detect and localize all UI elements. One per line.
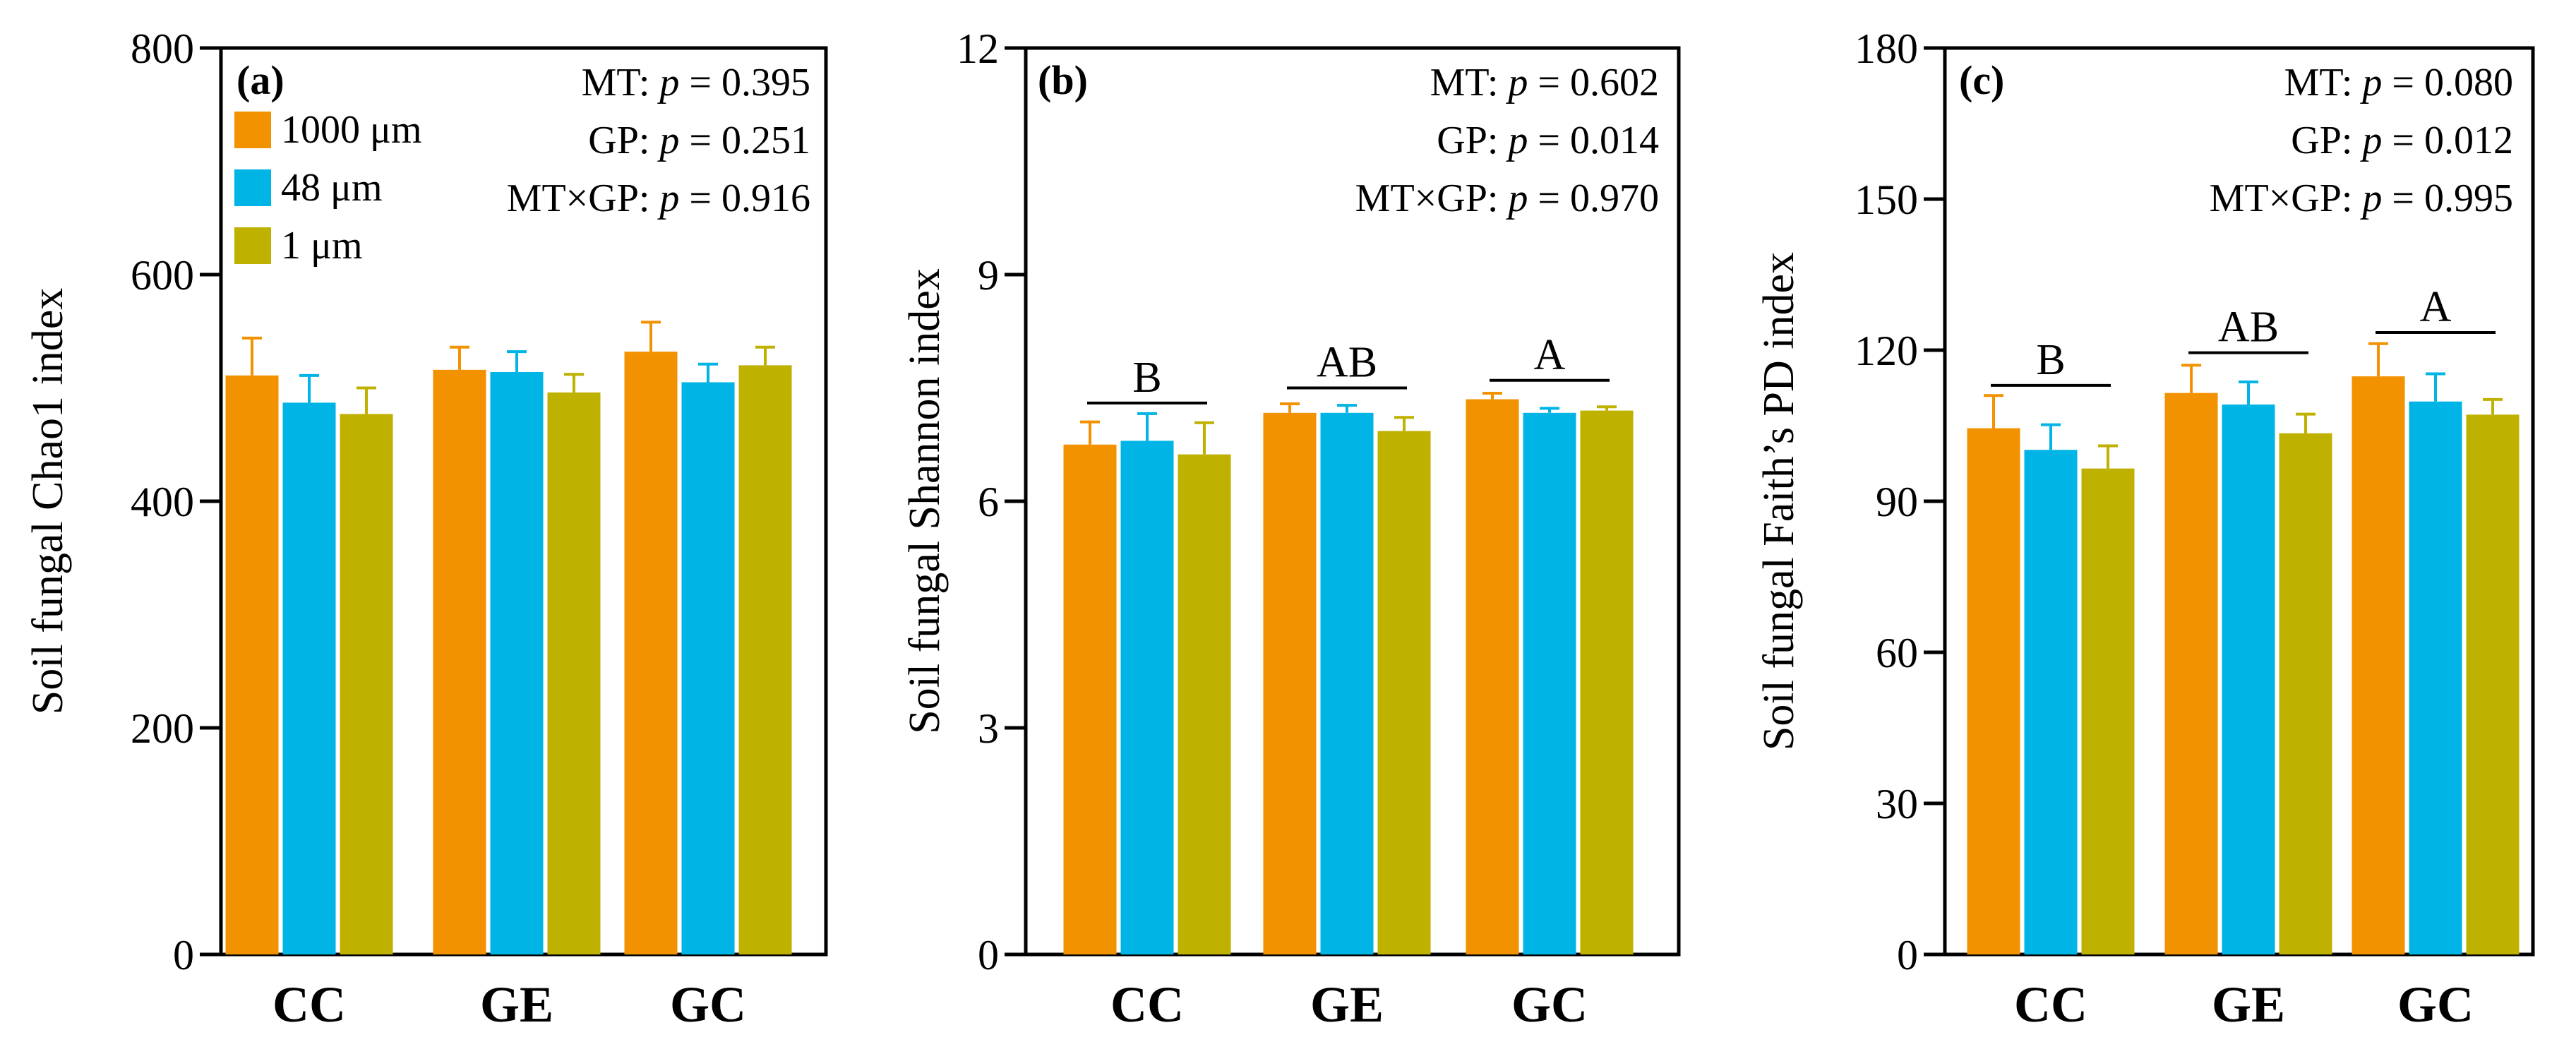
stat-text: MT: p = 0.602	[1430, 61, 1659, 104]
significance-letter: AB	[2218, 304, 2279, 352]
x-tick-label: GE	[1310, 976, 1384, 1033]
stat-text: GP: p = 0.251	[588, 119, 810, 162]
bar	[225, 375, 279, 954]
bar	[2352, 376, 2405, 954]
panel-label: (c)	[1959, 57, 2004, 103]
panel-label: (b)	[1038, 57, 1088, 103]
bar	[624, 352, 678, 954]
bar	[1263, 412, 1317, 954]
legend-swatch	[234, 227, 271, 264]
y-tick-label: 180	[1855, 25, 1918, 72]
significance-letter: B	[1132, 354, 1161, 402]
significance-letter: AB	[1317, 339, 1377, 387]
stat-text: MT×GP: p = 0.995	[2210, 176, 2513, 220]
significance-letter: B	[2036, 336, 2065, 384]
bar	[1523, 412, 1576, 954]
legend-swatch	[234, 169, 271, 206]
bar	[1377, 431, 1431, 954]
stat-text: GP: p = 0.014	[1437, 119, 1659, 162]
significance-letter: A	[2420, 283, 2452, 331]
y-tick-label: 60	[1876, 630, 1918, 676]
legend-label: 1000 μm	[281, 108, 422, 152]
y-tick-label: 9	[978, 252, 999, 299]
bar	[1320, 412, 1374, 954]
bar	[433, 369, 486, 954]
x-tick-label: GE	[2212, 976, 2285, 1033]
y-tick-label: 0	[978, 932, 999, 978]
stat-text: MT×GP: p = 0.916	[507, 176, 810, 220]
legend-label: 48 μm	[281, 166, 383, 210]
bar	[1967, 428, 2020, 954]
legend-swatch	[234, 112, 271, 148]
bar	[1063, 444, 1117, 954]
stat-text: GP: p = 0.012	[2291, 119, 2513, 162]
x-tick-label: CC	[272, 976, 346, 1033]
y-tick-label: 0	[173, 932, 194, 978]
y-tick-label: 800	[131, 25, 194, 72]
y-tick-label: 200	[131, 705, 194, 752]
chart-panel-a: 0 200 400 600 800 Soil fungal Chao1 index CC GE…	[24, 25, 828, 1033]
stat-text: MT: p = 0.395	[582, 61, 810, 104]
y-tick-label: 6	[978, 479, 999, 525]
bar	[2279, 433, 2332, 954]
y-axis-label: Soil fungal Faith’s PD index	[1755, 252, 1803, 750]
bar	[2222, 405, 2275, 954]
y-axis-label: Soil fungal Chao1 index	[24, 288, 72, 714]
stat-text: MT: p = 0.080	[2284, 61, 2513, 104]
bar	[547, 392, 601, 954]
x-tick-label: GE	[480, 976, 553, 1033]
x-tick-label: GC	[2397, 976, 2474, 1033]
x-tick-label: CC	[1110, 976, 1184, 1033]
y-tick-label: 120	[1855, 328, 1918, 374]
bar	[681, 382, 735, 954]
bar	[282, 402, 336, 954]
legend-label: 1 μm	[281, 224, 363, 268]
y-tick-label: 30	[1876, 781, 1918, 827]
y-tick-label: 90	[1876, 479, 1918, 525]
bar	[1120, 441, 1174, 954]
bar	[1466, 399, 1519, 954]
bar	[2164, 393, 2218, 954]
y-tick-label: 0	[1897, 932, 1918, 978]
stat-text: MT×GP: p = 0.970	[1355, 176, 1659, 220]
bar	[2024, 450, 2078, 954]
panel-label: (a)	[236, 57, 284, 103]
bar	[340, 414, 393, 954]
y-tick-label: 150	[1855, 176, 1918, 223]
bar	[490, 372, 544, 954]
bar	[738, 365, 792, 954]
bar	[2409, 401, 2462, 954]
bar	[1580, 410, 1634, 954]
bar	[2466, 414, 2520, 954]
y-tick-label: 3	[978, 705, 999, 752]
y-tick-label: 12	[957, 25, 999, 72]
y-tick-label: 600	[131, 252, 194, 299]
x-tick-label: GC	[670, 976, 746, 1033]
bar	[2081, 468, 2135, 954]
x-tick-label: GC	[1511, 976, 1588, 1033]
significance-letter: A	[1534, 331, 1566, 379]
chart-panel-c: 0 30 60 90 120 150 180 Soil fungal Faith’s PD i…	[1755, 25, 2535, 1033]
y-tick-label: 400	[131, 479, 194, 525]
x-tick-label: CC	[2014, 976, 2087, 1033]
y-axis-label: Soil fungal Shannon index	[901, 268, 949, 734]
chart-panel-b: 0 3 6 9 12 Soil fungal Shannon index CC GE GC B AB…	[901, 25, 1681, 1033]
bar	[1178, 454, 1231, 954]
